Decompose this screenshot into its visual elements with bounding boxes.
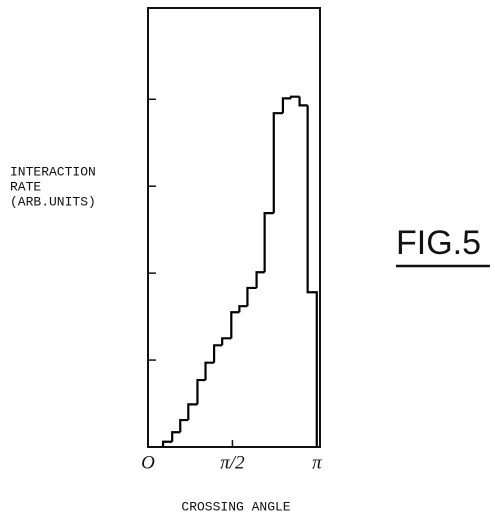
histogram-step — [221, 337, 232, 346]
x-tick-label: π/2 — [220, 452, 245, 473]
histogram-step — [196, 378, 206, 405]
histogram-step — [281, 97, 291, 114]
x-tick-label: π — [312, 452, 322, 473]
histogram-step — [306, 105, 318, 447]
histogram-step — [255, 271, 265, 288]
figure-label: FIG.5 — [396, 224, 481, 262]
histogram-step — [289, 95, 300, 99]
histogram-step — [272, 112, 283, 214]
histogram-step — [213, 344, 223, 363]
y-axis-label: RATE — [10, 179, 41, 194]
histogram-step — [179, 418, 189, 433]
histogram-step — [298, 96, 308, 107]
histogram-step — [263, 212, 274, 273]
histogram-step — [187, 403, 198, 421]
y-axis-label: INTERACTION — [10, 164, 96, 179]
histogram-step — [246, 286, 257, 307]
histogram-step — [161, 440, 173, 447]
y-axis-label: (ARB.UNITS) — [10, 194, 96, 209]
x-axis-label: CROSSING ANGLE — [181, 499, 290, 514]
histogram-step — [238, 305, 248, 313]
x-tick-label: O — [141, 452, 155, 473]
histogram-step — [204, 361, 215, 381]
histogram-step — [171, 431, 181, 442]
histogram-step — [230, 311, 240, 339]
plot-frame — [147, 7, 321, 448]
